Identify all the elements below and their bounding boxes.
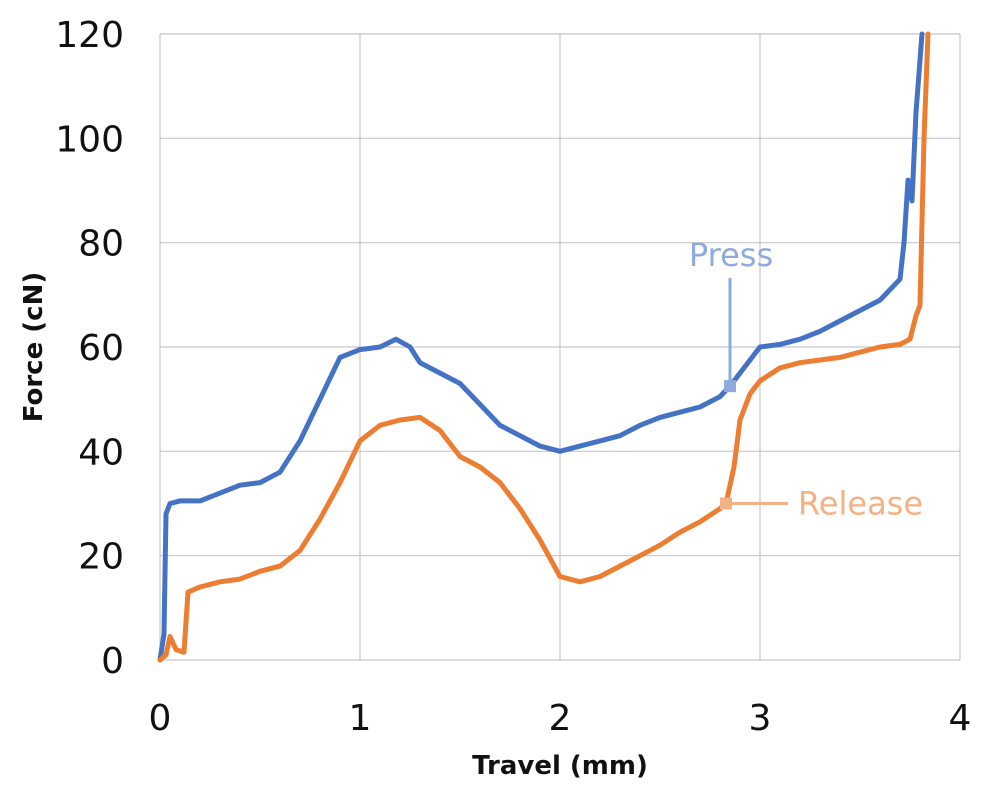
x-tick-label: 2 [549,698,572,739]
release-label: Release [798,485,923,523]
y-tick-label: 120 [55,15,124,56]
series-line-release [157,31,931,663]
y-tick-label: 60 [78,328,124,369]
annotations: Press Release [689,236,923,522]
series-layer [157,31,931,663]
x-tick-label: 0 [149,698,172,739]
y-tick-labels: 0 20 40 60 80 100 120 [55,15,124,682]
x-axis-title: Travel (mm) [472,751,648,781]
x-tick-labels: 0 1 2 3 4 [149,698,972,739]
press-label: Press [689,236,773,274]
y-tick-label: 40 [78,432,124,473]
y-axis-title: Force (cN) [19,272,49,422]
press-marker [724,380,736,393]
series-line-press [157,31,925,663]
y-tick-label: 0 [101,641,124,682]
y-tick-label: 80 [78,224,124,265]
x-tick-label: 4 [949,698,972,739]
y-tick-label: 100 [55,119,124,160]
x-tick-label: 1 [349,698,372,739]
release-marker [720,497,732,510]
x-tick-label: 3 [749,698,772,739]
y-tick-label: 20 [78,537,124,578]
